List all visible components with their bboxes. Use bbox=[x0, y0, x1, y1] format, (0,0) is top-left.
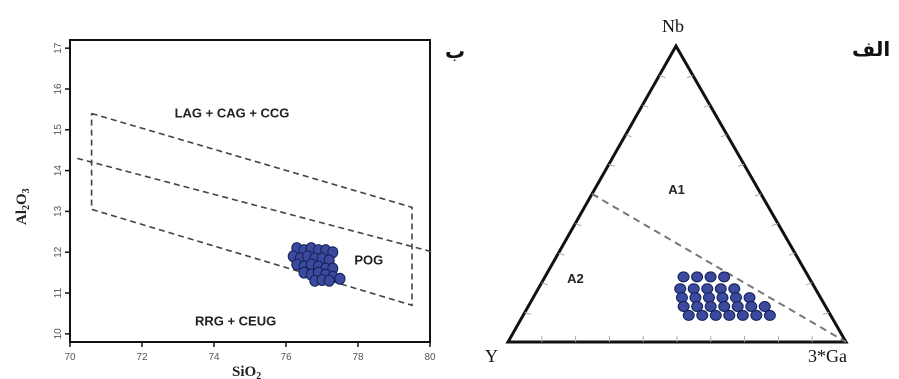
field-labels: LAG + CAG + CCG POG RRG + CEUG bbox=[175, 106, 384, 329]
dashed-boundary bbox=[76, 157, 434, 253]
sample-point bbox=[689, 292, 702, 304]
sample-point bbox=[730, 292, 742, 304]
field-label: POG bbox=[354, 252, 383, 267]
panel-label-ba: ب bbox=[445, 39, 465, 63]
y-tick-label: 14 bbox=[53, 165, 64, 177]
ternary-tick bbox=[686, 75, 694, 79]
field-boundaries bbox=[76, 112, 434, 307]
sample-point bbox=[709, 309, 722, 321]
sample-point bbox=[758, 300, 771, 312]
y-tick-label: 17 bbox=[53, 42, 64, 54]
ternary-tick bbox=[737, 163, 745, 167]
ternary-ticks bbox=[524, 75, 830, 342]
sample-point bbox=[750, 309, 763, 321]
a1-a2-boundary bbox=[591, 193, 847, 343]
sample-point bbox=[763, 309, 776, 321]
sample-point bbox=[691, 300, 704, 312]
sample-point bbox=[691, 271, 704, 283]
sample-point bbox=[745, 300, 758, 312]
x-tick-label: 70 bbox=[64, 352, 76, 363]
sample-point bbox=[674, 283, 687, 295]
panel-label-alef: الف bbox=[852, 37, 890, 61]
x-tick-label: 80 bbox=[424, 352, 436, 363]
y-axis-title: Al2O3 bbox=[14, 188, 32, 225]
sample-point bbox=[677, 300, 690, 312]
field-label: A1 bbox=[668, 182, 685, 197]
sample-point bbox=[704, 300, 717, 312]
sample-point bbox=[682, 309, 695, 321]
ternary-tick bbox=[642, 104, 649, 108]
field-label: LAG + CAG + CCG bbox=[175, 106, 290, 121]
field-label: RRG + CEUG bbox=[195, 314, 276, 329]
vertex-3ga: 3*Ga bbox=[808, 346, 847, 366]
field-label: A2 bbox=[567, 271, 584, 286]
al2o3-sio2-diagram: 70 72 74 76 78 80 10 11 12 13 14 15 16 17 LAG + CAG +… bbox=[14, 39, 465, 379]
ternary-tick bbox=[788, 252, 796, 256]
x-tick-label: 78 bbox=[352, 352, 364, 363]
x-tick-label: 72 bbox=[136, 352, 148, 363]
ternary-tick bbox=[558, 252, 565, 256]
y-tick-label: 11 bbox=[53, 287, 64, 298]
sample-point bbox=[696, 309, 709, 321]
x-axis-title: SiO2 bbox=[232, 364, 261, 379]
sample-points bbox=[287, 242, 346, 287]
field-labels: A1 A2 bbox=[567, 182, 685, 286]
sample-point bbox=[677, 271, 690, 283]
sample-point bbox=[702, 292, 715, 304]
sample-point bbox=[723, 309, 736, 321]
sample-point bbox=[687, 283, 700, 295]
dashed-boundary bbox=[90, 112, 413, 307]
ternary-tick bbox=[703, 104, 711, 108]
ternary-tick bbox=[541, 282, 548, 286]
ternary-tick bbox=[575, 223, 582, 227]
sample-point bbox=[714, 283, 727, 295]
sample-point bbox=[736, 309, 749, 321]
ternary-tick bbox=[524, 311, 531, 315]
ternary-tick bbox=[771, 223, 779, 227]
sample-point bbox=[728, 283, 741, 295]
ternary-tick bbox=[822, 311, 830, 315]
sample-point bbox=[334, 272, 346, 285]
ternary-tick bbox=[659, 75, 666, 79]
sample-points bbox=[674, 271, 776, 321]
ternary-tick bbox=[625, 134, 632, 138]
y-tick-label: 13 bbox=[53, 205, 64, 217]
plot-frame bbox=[69, 39, 431, 343]
sample-point bbox=[701, 283, 714, 295]
y-tick-label: 10 bbox=[53, 328, 64, 340]
sample-point bbox=[704, 271, 717, 283]
x-tick-label: 74 bbox=[208, 352, 220, 363]
ternary-tick bbox=[720, 134, 728, 138]
y-tick-label: 12 bbox=[53, 246, 64, 258]
ternary-tick bbox=[754, 193, 762, 197]
ternary-tick bbox=[805, 282, 813, 286]
ternary-tick bbox=[608, 163, 615, 167]
sample-point bbox=[675, 292, 688, 304]
y-tick-label: 15 bbox=[53, 124, 64, 136]
sample-point bbox=[716, 292, 729, 304]
sample-point bbox=[731, 300, 744, 312]
vertex-y: Y bbox=[485, 346, 498, 366]
sample-point bbox=[718, 271, 731, 283]
sample-point bbox=[323, 274, 335, 287]
axis-ticks: 70 72 74 76 78 80 10 11 12 13 14 15 16 17 bbox=[53, 42, 436, 363]
x-tick-label: 76 bbox=[280, 352, 292, 363]
nb-y-ga-ternary-diagram: A1 A2 Nb Y 3*Ga الف bbox=[485, 16, 890, 366]
y-tick-label: 16 bbox=[53, 83, 64, 95]
sample-point bbox=[743, 292, 756, 304]
sample-point bbox=[718, 300, 731, 312]
vertex-nb: Nb bbox=[662, 16, 684, 36]
